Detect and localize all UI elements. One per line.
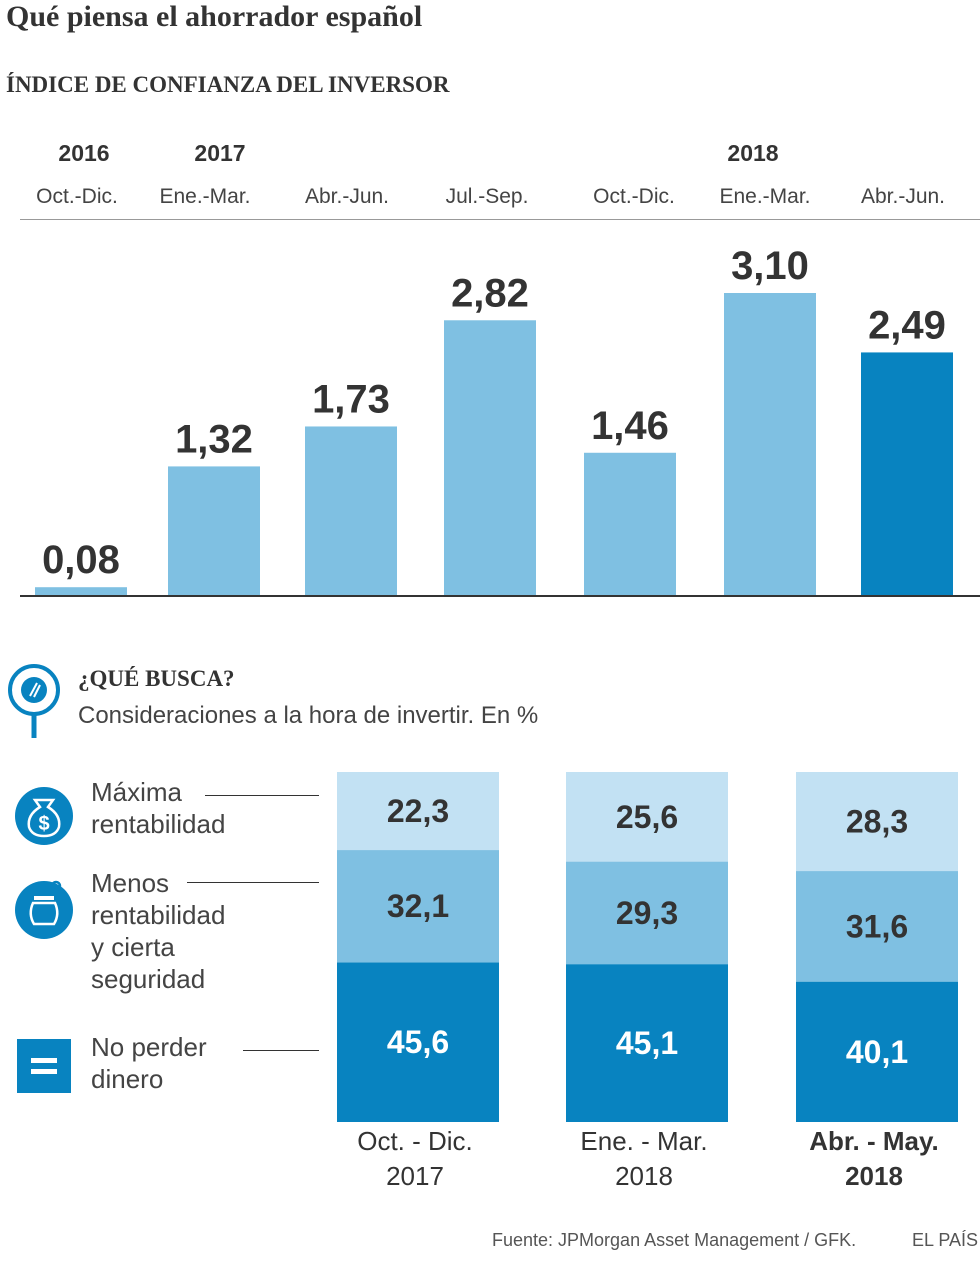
stacked-bar-chart: 45,6 32,1 22,3 45,1 29,3 25,6 40,1 31,6 28,3 — [337, 772, 958, 1122]
bar — [584, 452, 676, 595]
year-label-2017: 2017 — [194, 140, 246, 166]
bar-value-label: 3,10 — [731, 244, 809, 288]
bar — [305, 426, 397, 595]
bar-value-label: 2,82 — [451, 271, 529, 315]
segment-value-label: 32,1 — [387, 888, 449, 924]
bar — [35, 587, 127, 595]
magnifier-icon — [8, 664, 60, 738]
column-label: Oct. - Dic. 2017 — [357, 1126, 473, 1191]
segment-value-label: 25,6 — [616, 799, 678, 835]
chart-subtitle: ÍNDICE DE CONFIANZA DEL INVERSOR — [6, 72, 450, 97]
segment-value-label: 40,1 — [846, 1034, 908, 1070]
segment-value-label: 29,3 — [616, 895, 678, 931]
stack-segment — [337, 962, 499, 1122]
legend-no-loss: No perder dinero — [91, 1032, 207, 1094]
bar-value-label: 1,32 — [175, 417, 253, 461]
leader-line — [243, 1050, 319, 1051]
bar — [168, 466, 260, 595]
period-label: Jul.-Sep. — [445, 185, 529, 208]
source-note: Fuente: JPMorgan Asset Management / GFK. — [492, 1230, 857, 1250]
segment-value-label: 28,3 — [846, 804, 908, 840]
period-label: Ene.-Mar. — [159, 185, 251, 208]
legend-max-return: Máxima rentabilidad — [91, 777, 226, 839]
brand-label: EL PAÍS — [912, 1230, 979, 1250]
legend-less-return: Menos rentabilidad y cierta seguridad — [91, 868, 226, 994]
segment-value-label: 45,1 — [616, 1025, 678, 1061]
stack-segment — [796, 981, 958, 1122]
svg-text:$: $ — [38, 813, 49, 835]
piggy-bank-icon — [15, 880, 73, 939]
bar — [861, 352, 953, 595]
period-label: Ene.-Mar. — [719, 185, 811, 208]
period-divider — [20, 219, 980, 220]
segment-value-label: 31,6 — [846, 908, 908, 944]
stack-segment — [337, 772, 499, 851]
equals-icon — [17, 1039, 71, 1093]
stack-segment — [796, 772, 958, 872]
stack-segment — [566, 772, 728, 862]
section-heading: ¿QUÉ BUSCA? — [78, 666, 235, 691]
bar — [444, 320, 536, 595]
period-label: Abr.-Jun. — [304, 185, 390, 208]
stack-segment — [796, 871, 958, 982]
stack-segment — [566, 964, 728, 1122]
period-label: Oct.-Dic. — [36, 185, 118, 208]
column-label: Abr. - May. 2018 — [809, 1126, 939, 1191]
year-label-2016: 2016 — [58, 140, 110, 166]
bar-value-label: 1,73 — [312, 377, 390, 421]
bar-value-label: 2,49 — [868, 303, 946, 347]
chart-title: Qué piensa el ahorrador español — [6, 0, 423, 33]
leader-line — [205, 795, 319, 796]
column-label: Ene. - Mar. 2018 — [580, 1126, 708, 1191]
section-subtitle: Consideraciones a la hora de invertir. E… — [78, 702, 539, 729]
segment-value-label: 45,6 — [387, 1024, 449, 1060]
money-bag-icon: $ — [15, 787, 73, 845]
year-label-2018: 2018 — [727, 140, 779, 166]
bar-value-label: 0,08 — [42, 538, 120, 582]
period-label: Abr.-Jun. — [860, 185, 946, 208]
confidence-bar-chart: 0,08 1,32 1,73 2,82 1,46 3,10 2,49 — [20, 244, 980, 597]
segment-value-label: 22,3 — [387, 793, 449, 829]
period-label: Oct.-Dic. — [593, 185, 675, 208]
bar — [724, 293, 816, 595]
stack-segment — [337, 850, 499, 963]
leader-line — [187, 882, 319, 883]
stack-segment — [566, 861, 728, 965]
bar-value-label: 1,46 — [591, 404, 669, 448]
